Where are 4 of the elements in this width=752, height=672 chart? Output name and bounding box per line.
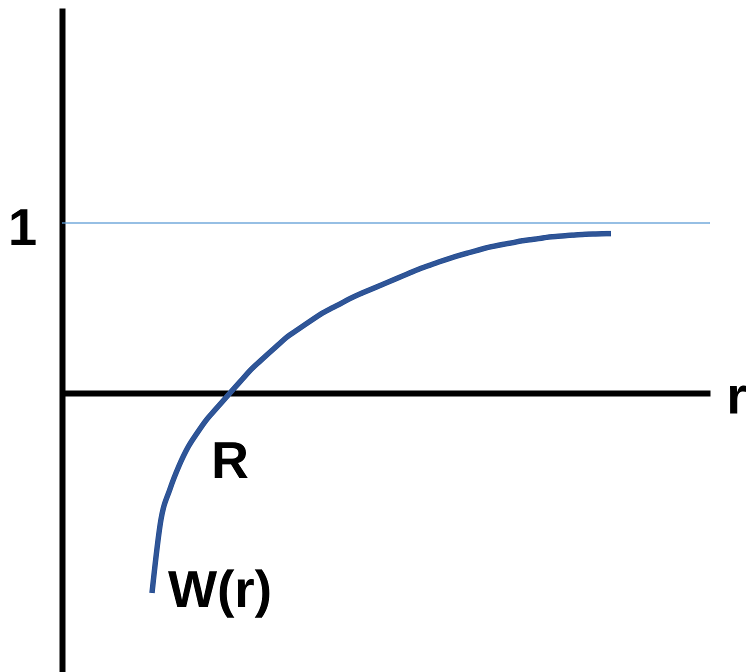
series-label: W(r) [168,561,272,619]
annotation: R [211,432,249,490]
ref-line-label: 1 [8,198,37,257]
x-axis-title: r [726,367,747,426]
